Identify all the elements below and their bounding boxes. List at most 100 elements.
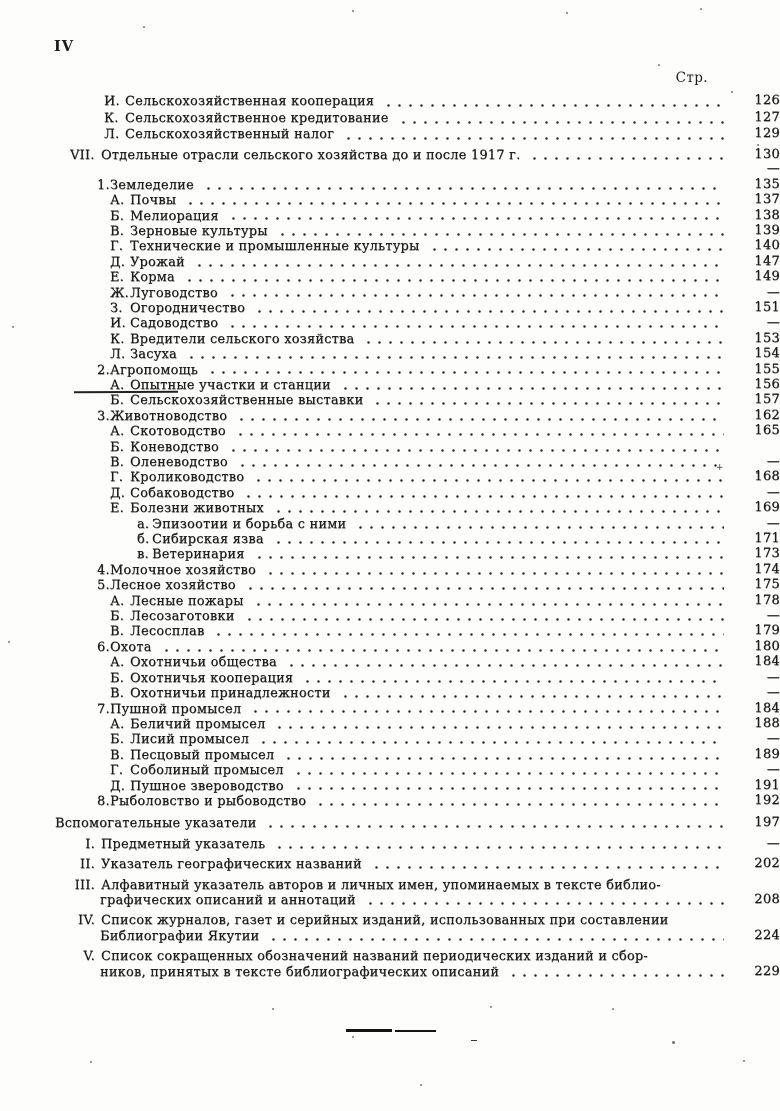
toc-row-label: ников, принятых в тексте библиографическ…	[100, 964, 500, 980]
toc-row: —	[0, 161, 780, 178]
dot-leader	[372, 401, 724, 407]
dot-leader	[250, 709, 724, 715]
toc-row-prefix: Л.	[110, 347, 126, 363]
noise-speck	[612, 1008, 614, 1010]
toc-row-label: Корма	[130, 270, 175, 286]
toc-row-label: Лесные пожары	[130, 593, 244, 609]
toc-row-label: Вспомогательные указатели	[55, 816, 257, 832]
noise-mark: +	[716, 463, 724, 473]
noise-speck	[756, 472, 758, 474]
divider-segment	[395, 1029, 436, 1032]
toc-row-page: —	[766, 284, 780, 300]
toc-row: Г. Технические и промышленные культуры 140	[0, 238, 780, 255]
dot-leader	[185, 201, 724, 206]
toc-row-page: 126	[754, 93, 780, 108]
toc-row: Е. Корма 149	[0, 269, 780, 286]
toc-row-label: Технические и промышленные культуры	[130, 239, 420, 255]
toc-row-label: Сибирская язва	[152, 532, 264, 548]
toc-row-page: 169	[754, 500, 780, 516]
toc-row-label: Указатель географических названий	[101, 857, 362, 873]
toc-row-label: Молочное хозяйство	[110, 562, 257, 578]
toc-row-prefix: Д.	[110, 778, 126, 794]
dot-leader	[202, 185, 724, 191]
toc-row: II. Указатель географических названий 202	[0, 856, 780, 873]
page-column-header: Стр.	[675, 70, 708, 86]
toc-row-label: Зерновые культуры	[130, 223, 268, 239]
dot-leader	[292, 786, 724, 792]
toc-row-page: 157	[754, 392, 780, 408]
toc-row-label: Садоводство	[130, 316, 219, 332]
dot-leader	[339, 385, 724, 391]
toc-row-page: 147	[754, 253, 780, 269]
dot-leader	[283, 755, 724, 761]
toc-row-prefix: I.	[85, 836, 95, 852]
dot-leader	[274, 844, 724, 850]
toc-row-page: 175	[754, 577, 780, 593]
toc-row-label: Алфавитный указатель авторов и личных им…	[101, 877, 661, 893]
toc-row-page: 184	[754, 654, 780, 670]
toc-row-page: —	[766, 161, 780, 177]
toc-row: И. Садоводство —	[0, 315, 780, 332]
toc-row: 5. Лесное хозяйство 175	[0, 577, 780, 593]
dot-leader	[292, 771, 724, 777]
toc-row-label: Охотничьи принадлежности	[130, 686, 331, 702]
toc-row-prefix: А.	[110, 593, 125, 609]
toc-row-label: Огородничество	[130, 300, 246, 316]
toc-row: Библиографии Якутии 224	[0, 928, 780, 944]
noise-speck	[352, 10, 354, 12]
toc-row-label: Рыболовство и рыбоводство	[110, 793, 307, 809]
toc-row-prefix: Г.	[110, 470, 124, 486]
dot-leader	[253, 478, 724, 484]
toc-row-page: 155	[754, 361, 780, 377]
toc-row-prefix: а.	[137, 516, 150, 532]
dot-leader	[508, 972, 724, 978]
toc-row-label: Список сокращенных обозначений названий …	[101, 949, 649, 965]
toc-row: IV. Список журналов, газет и серийных изд…	[0, 913, 780, 928]
table-of-contents: И. Сельскохозяйственная кооперация 126 К. Се…	[0, 93, 780, 980]
toc-row-page: 162	[754, 407, 780, 423]
toc-row: Д. Урожай 147	[0, 253, 780, 270]
noise-speck	[700, 8, 702, 10]
dot-leader	[253, 555, 724, 561]
toc-row-page: —	[766, 685, 780, 701]
toc-row-page: 137	[754, 192, 780, 208]
dot-leader	[258, 740, 724, 746]
noise-speck	[566, 12, 568, 14]
toc-row-label: Почвы	[130, 193, 177, 209]
toc-row-prefix: Б.	[110, 393, 125, 409]
toc-row-prefix: К.	[104, 110, 119, 126]
toc-row: А. Опытные участки и станции 156	[0, 377, 780, 394]
dot-leader	[272, 539, 724, 545]
noise-speck	[672, 1041, 675, 1044]
toc-row-page: 127	[754, 109, 780, 125]
toc-row-label: Лисий промысел	[130, 732, 250, 748]
toc-row-prefix: в.	[137, 547, 149, 563]
toc-row-label: Соболиный промысел	[130, 763, 284, 779]
toc-row-prefix: II.	[79, 857, 95, 873]
dot-leader	[244, 586, 724, 592]
toc-row-label: Охотничьи общества	[130, 655, 277, 671]
toc-row-page: —	[766, 454, 780, 469]
dot-leader	[428, 247, 724, 253]
toc-row-label: Засуха	[130, 347, 177, 363]
dot-leader	[160, 647, 724, 653]
toc-row: Б. Охотничья кооперация —	[0, 670, 780, 686]
toc-row-prefix: А.	[110, 655, 125, 671]
toc-row-label: Собаководство	[130, 485, 235, 501]
toc-row-prefix: IV.	[77, 913, 95, 929]
toc-row-prefix: III.	[74, 877, 95, 893]
dot-leader	[355, 524, 724, 530]
toc-row-page: 165	[754, 423, 780, 439]
toc-row: графических описаний и аннотаций 208	[0, 892, 780, 908]
noise-speck	[352, 1036, 354, 1038]
toc-row-prefix: 4.	[97, 562, 110, 578]
toc-row-prefix: Б.	[110, 670, 125, 686]
toc-row-label: Беличий промысел	[130, 716, 266, 732]
toc-row-prefix: А.	[110, 377, 125, 393]
toc-row-label: Охотничья кооперация	[130, 670, 294, 686]
dot-leader	[678, 921, 724, 926]
toc-row-prefix: б.	[137, 532, 150, 548]
toc-row: 6. Охота 180	[0, 639, 780, 655]
toc-row-label: Список журналов, газет и серийных издани…	[101, 913, 669, 929]
toc-row-page: 179	[754, 623, 780, 639]
